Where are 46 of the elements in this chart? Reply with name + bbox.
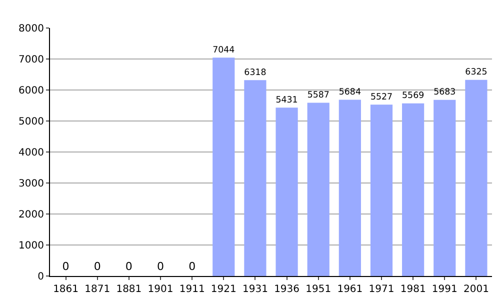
bar: [402, 103, 424, 276]
bar: [434, 100, 456, 276]
data-label: 0: [125, 260, 132, 273]
data-label: 0: [94, 260, 101, 273]
y-tick-label: 1000: [18, 240, 44, 252]
data-label: 0: [188, 260, 196, 273]
x-tick-label: 1881: [116, 284, 142, 295]
data-label: 0: [62, 260, 70, 273]
bar: [307, 102, 330, 276]
data-label: 5587: [307, 90, 330, 100]
data-label: 7044: [212, 45, 236, 56]
data-label: 5527: [370, 92, 393, 102]
x-tick-label: 1921: [210, 284, 236, 295]
x-tick-label: 2001: [463, 284, 489, 295]
x-tick-label: 1911: [179, 284, 205, 295]
bar: [338, 100, 361, 276]
data-label: 6325: [465, 68, 488, 78]
y-tick-label: 4000: [18, 148, 44, 158]
y-tick-label: 6000: [18, 86, 44, 96]
data-label: 0: [157, 260, 164, 273]
data-label: 5431: [276, 95, 298, 106]
bar: [276, 108, 298, 276]
x-tick-label: 1981: [400, 284, 426, 295]
x-tick-label: 1901: [148, 284, 174, 295]
x-tick-label: 1931: [242, 284, 268, 295]
y-tick-label: 3000: [18, 178, 44, 190]
x-tick-label: 1861: [53, 284, 79, 295]
x-tick-label: 1971: [368, 284, 394, 295]
y-tick-label: 0: [38, 272, 44, 282]
y-tick-label: 5000: [18, 116, 44, 128]
data-label: 5569: [402, 90, 424, 101]
data-label: 5683: [434, 87, 456, 98]
x-tick-label: 1871: [84, 284, 110, 295]
data-label: 6318: [244, 68, 266, 78]
data-label: 5684: [338, 87, 362, 98]
x-tick-label: 1991: [432, 284, 458, 295]
bar: [212, 58, 235, 276]
y-tick-label: 8000: [18, 24, 44, 34]
bar: [465, 80, 488, 276]
bar: [244, 80, 266, 276]
y-tick-label: 7000: [18, 54, 44, 66]
bar: [370, 104, 393, 276]
x-tick-label: 1951: [306, 284, 332, 295]
x-tick-label: 1961: [337, 284, 363, 295]
y-tick-label: 2000: [18, 210, 44, 220]
x-tick-label: 1936: [274, 284, 300, 295]
